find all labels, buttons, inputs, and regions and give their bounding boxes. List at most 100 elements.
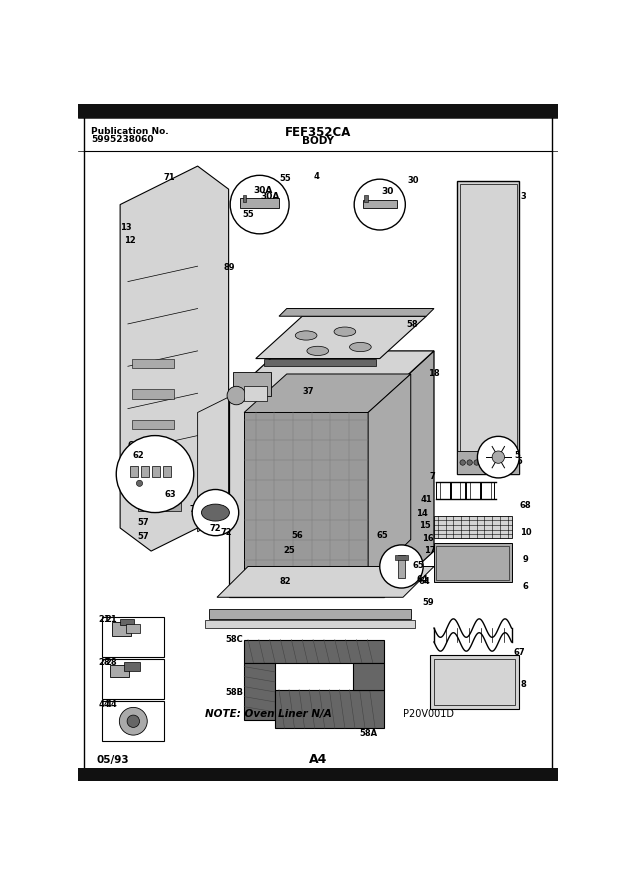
Text: 05/93: 05/93: [97, 754, 130, 764]
Circle shape: [492, 451, 505, 464]
Text: 58A: 58A: [359, 728, 377, 737]
Bar: [434, 543, 512, 582]
Text: 17: 17: [424, 545, 436, 554]
Bar: [451, 482, 465, 500]
Circle shape: [127, 716, 140, 728]
Text: 30A: 30A: [260, 191, 280, 200]
Text: 58: 58: [407, 320, 418, 329]
Text: 67: 67: [513, 647, 525, 656]
Text: 28: 28: [99, 658, 110, 666]
Text: 21: 21: [99, 615, 110, 623]
Text: 62: 62: [128, 441, 139, 450]
Text: 89: 89: [224, 263, 235, 271]
Bar: [365, 196, 368, 202]
Bar: [241, 199, 279, 208]
Text: 4: 4: [313, 171, 319, 181]
Text: 18: 18: [428, 369, 440, 378]
Bar: [434, 517, 512, 538]
Bar: [102, 702, 164, 741]
Circle shape: [117, 436, 193, 513]
Bar: [110, 666, 130, 678]
Polygon shape: [210, 609, 410, 619]
Text: 72: 72: [221, 528, 232, 536]
Circle shape: [460, 460, 466, 465]
Text: 5995238060: 5995238060: [92, 134, 154, 144]
Polygon shape: [458, 183, 520, 474]
Text: 63: 63: [169, 493, 180, 502]
Circle shape: [481, 460, 486, 465]
Text: 6: 6: [523, 581, 528, 591]
Polygon shape: [244, 375, 410, 413]
Text: 71: 71: [163, 172, 175, 182]
Bar: [78, 105, 558, 119]
Polygon shape: [255, 317, 427, 359]
Circle shape: [474, 460, 479, 465]
Bar: [126, 624, 140, 634]
Polygon shape: [217, 567, 434, 598]
Text: 12: 12: [125, 235, 136, 244]
Text: 8: 8: [520, 680, 526, 688]
Bar: [436, 482, 450, 500]
Circle shape: [477, 437, 520, 479]
Polygon shape: [205, 621, 415, 629]
Text: 57: 57: [138, 518, 149, 527]
Text: 30: 30: [381, 187, 394, 196]
Bar: [430, 655, 520, 709]
Text: NOTE: Oven Liner N/A: NOTE: Oven Liner N/A: [205, 708, 332, 718]
Polygon shape: [198, 398, 229, 532]
Bar: [130, 467, 138, 478]
Text: 16: 16: [422, 533, 433, 542]
Text: 58C: 58C: [225, 634, 243, 643]
Polygon shape: [264, 359, 376, 367]
Text: 15: 15: [419, 520, 430, 529]
Bar: [131, 390, 174, 399]
Text: 5: 5: [516, 457, 522, 465]
Text: 21: 21: [105, 615, 117, 623]
Bar: [232, 373, 272, 396]
Text: 55: 55: [280, 174, 291, 183]
Bar: [102, 617, 164, 657]
Ellipse shape: [307, 347, 329, 356]
Text: FEF352CA: FEF352CA: [285, 126, 351, 139]
Bar: [136, 474, 182, 492]
Bar: [102, 659, 164, 699]
Text: 37: 37: [303, 387, 314, 396]
Bar: [152, 467, 160, 478]
Text: 72: 72: [210, 524, 221, 533]
Text: 64: 64: [418, 576, 430, 585]
Bar: [131, 359, 174, 369]
Circle shape: [136, 480, 143, 486]
Text: 7: 7: [430, 471, 435, 480]
Text: 1: 1: [143, 461, 149, 470]
Text: 44: 44: [99, 699, 110, 709]
Polygon shape: [229, 351, 434, 398]
Text: 57: 57: [138, 531, 149, 541]
Text: 58B: 58B: [225, 687, 243, 697]
Text: Publication No.: Publication No.: [92, 127, 169, 136]
Circle shape: [379, 545, 423, 588]
Text: 30A: 30A: [254, 185, 273, 194]
Bar: [242, 196, 247, 202]
Bar: [112, 623, 131, 636]
Text: 30: 30: [407, 176, 419, 185]
Bar: [434, 659, 515, 705]
Bar: [396, 555, 408, 561]
Bar: [131, 421, 174, 430]
Bar: [480, 482, 495, 500]
Circle shape: [509, 460, 514, 465]
Circle shape: [495, 460, 500, 465]
Bar: [466, 482, 480, 500]
Ellipse shape: [334, 327, 356, 337]
Polygon shape: [244, 663, 275, 721]
Polygon shape: [368, 375, 410, 582]
Bar: [124, 662, 140, 672]
Bar: [131, 451, 174, 461]
Polygon shape: [244, 640, 384, 663]
Polygon shape: [229, 398, 384, 598]
Text: 72: 72: [190, 505, 201, 514]
Text: 10: 10: [520, 528, 531, 536]
Text: 3: 3: [520, 191, 526, 200]
Text: 68: 68: [520, 500, 531, 510]
Text: 44: 44: [105, 699, 117, 709]
Polygon shape: [275, 690, 384, 729]
